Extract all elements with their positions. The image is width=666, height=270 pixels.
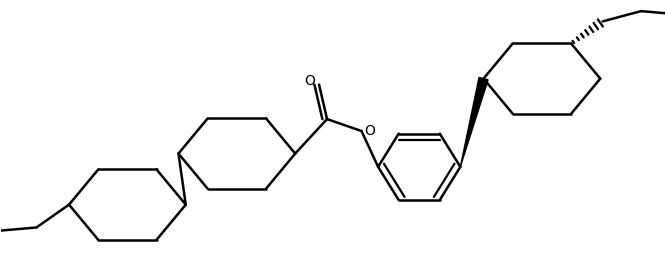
Text: O: O — [365, 124, 376, 138]
Polygon shape — [460, 77, 488, 167]
Text: O: O — [304, 74, 315, 88]
